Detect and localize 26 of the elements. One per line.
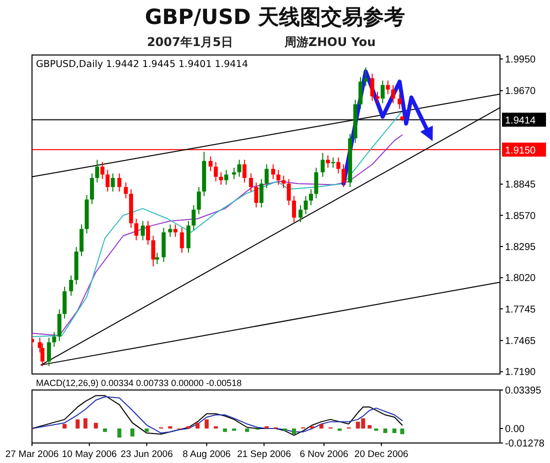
ref-line-label: 1.9414 [505, 116, 536, 127]
y-tick-label: 1.9950 [505, 54, 536, 66]
x-tick-label: 20 Dec 2006 [354, 449, 408, 460]
y-tick-label: 1.7465 [505, 336, 536, 348]
text: MACD(12,26,9) 0.00334 0.00733 0.00000 -0.00518 [36, 378, 242, 388]
y-tick-label: 1.8570 [505, 210, 536, 222]
y-tick-label: 0.00 [505, 424, 525, 436]
text: 周游ZHOU You [283, 35, 376, 49]
chart-title: GBP/USD 天线图交易参考 [144, 5, 406, 29]
x-tick-label: 27 Mar 2006 [5, 449, 59, 460]
x-tick-label: 10 May 2006 [62, 449, 117, 460]
y-tick-label: 1.7190 [505, 367, 536, 378]
y-tick-label: 1.9670 [505, 86, 536, 98]
chart-subtitle: 2007年1月5日 [146, 35, 234, 49]
y-tick-label: 1.7745 [505, 304, 536, 316]
y-tick-label: 1.8020 [505, 273, 536, 284]
x-tick-label: 21 Sep 2006 [237, 449, 291, 460]
y-tick-label: 1.8295 [505, 242, 536, 254]
y-tick-label: 1.8845 [505, 180, 536, 191]
x-tick-label: 8 Aug 2006 [182, 449, 231, 460]
annotation: GBPUSD,Daily 1.9442 1.9445 1.9401 1.9414 [36, 59, 248, 70]
x-tick-label: 23 Jun 2006 [120, 449, 173, 460]
ref-line-label: 1.9150 [505, 146, 536, 157]
y-tick-label: 0.03395 [505, 386, 542, 396]
y-tick-label: -0.01278 [505, 438, 545, 450]
x-tick-label: 6 Nov 2006 [300, 449, 348, 460]
